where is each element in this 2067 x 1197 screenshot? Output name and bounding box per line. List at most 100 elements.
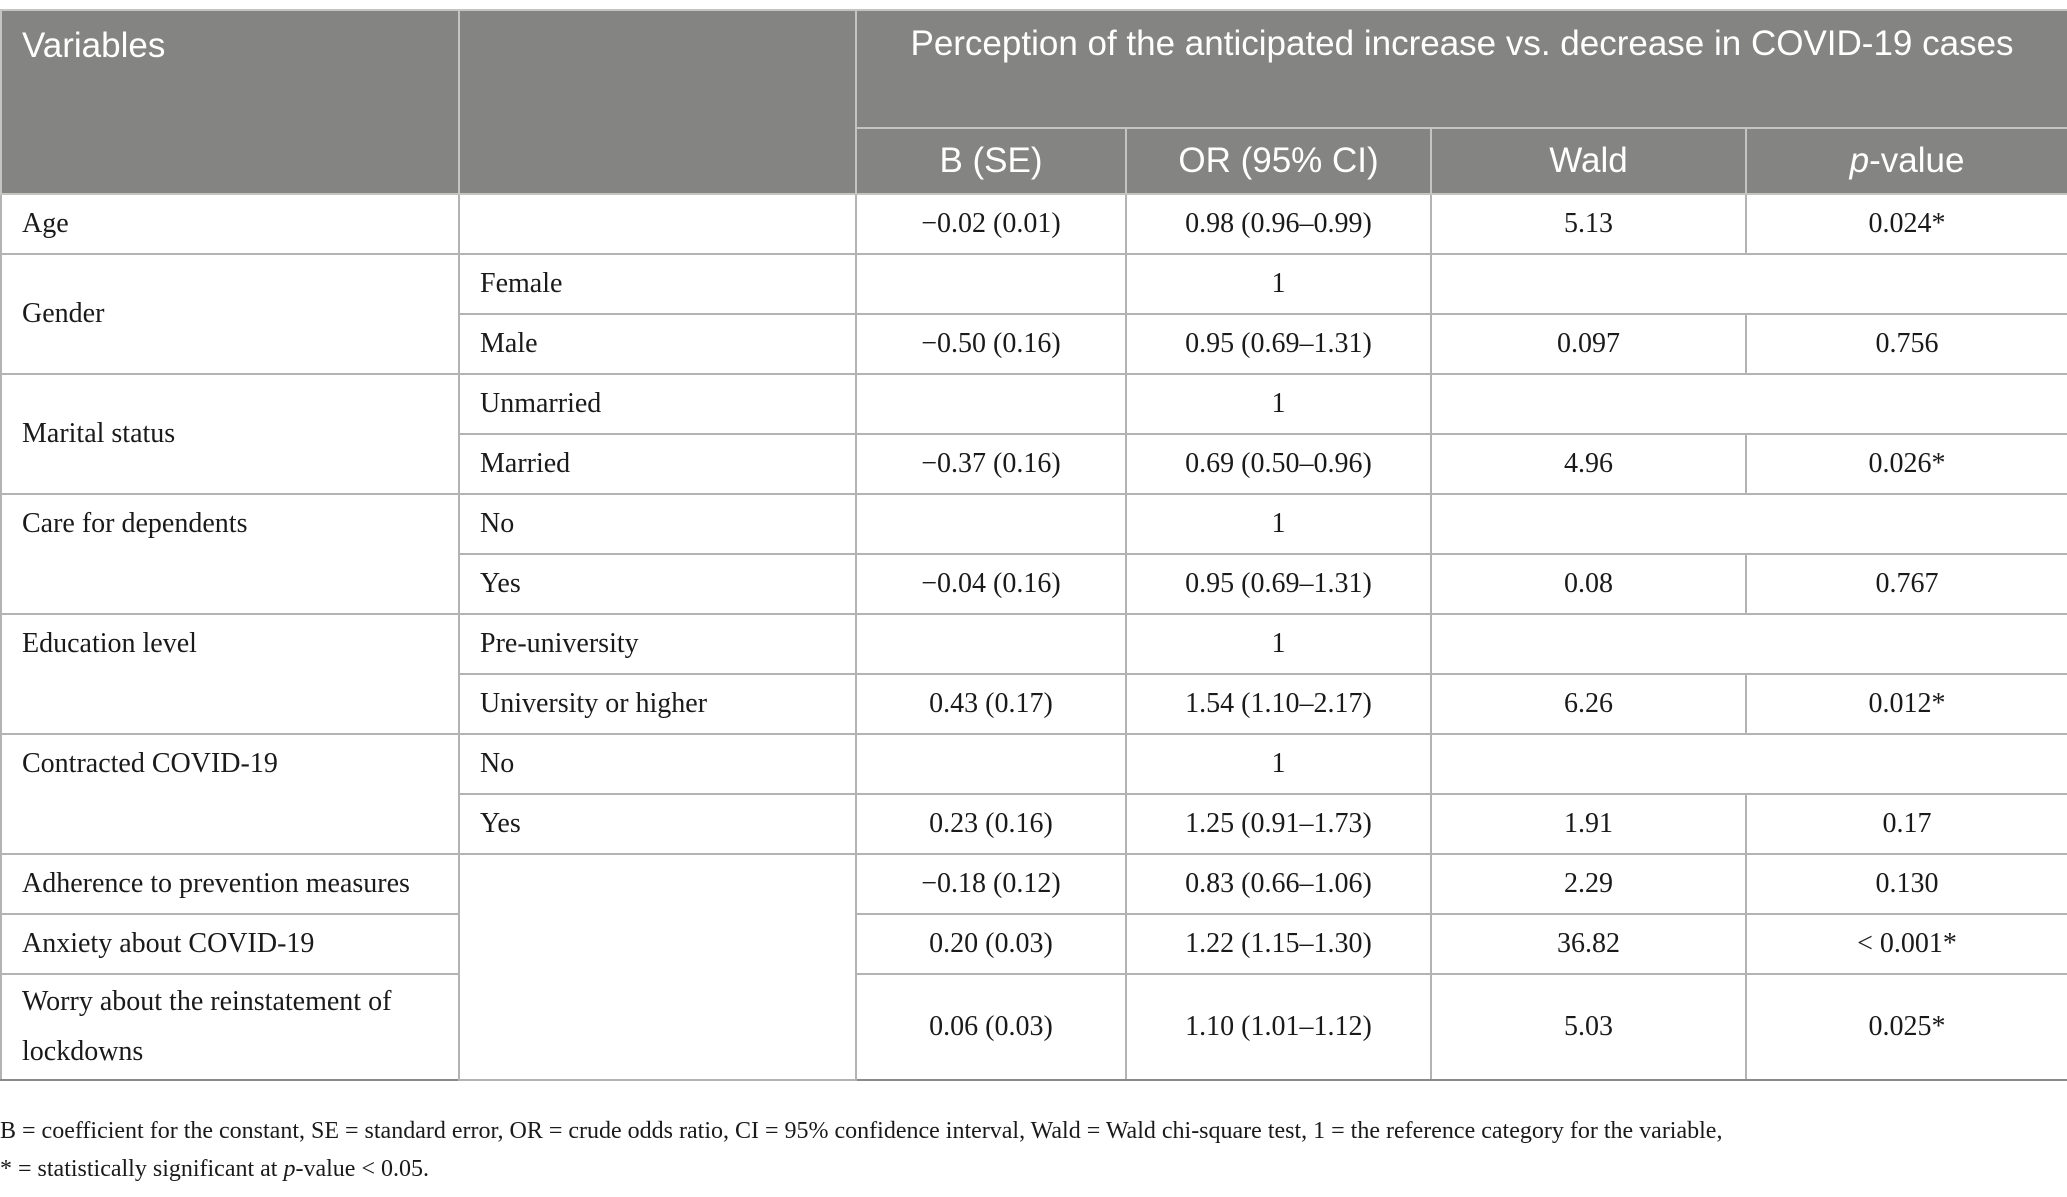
footnote-sig-pre: * = statistically significant at	[0, 1156, 284, 1182]
category-no: No	[458, 733, 857, 795]
table-row-education-university: University or higher 0.43 (0.17) 1.54 (1…	[1, 673, 2067, 735]
cell-wald: 0.097	[1430, 313, 1747, 375]
cell-or-ref: 1	[1125, 613, 1432, 675]
table-row-adherence: Adherence to prevention measures −0.18 (…	[0, 853, 2067, 1081]
footnote-abbreviations: B = coefficient for the constant, SE = s…	[0, 1118, 1723, 1144]
cell-wald: 4.96	[1430, 433, 1747, 495]
cell-b: −0.50 (0.16)	[855, 313, 1127, 375]
cell-wald: 1.91	[1430, 793, 1747, 855]
variable-worry-lockdowns: Worry about the reinstatement of lockdown…	[0, 973, 460, 1081]
cell-empty-span	[1429, 733, 2067, 795]
variable-contracted-covid: Contracted COVID-19	[0, 733, 460, 855]
cell-b-empty	[855, 613, 1127, 675]
cell-b: 0.06 (0.03)	[855, 973, 1127, 1081]
category-yes: Yes	[458, 553, 857, 615]
cell-b: 0.43 (0.17)	[855, 673, 1127, 735]
cell-p: 0.17	[1744, 793, 2067, 855]
table-row-education-ref: Education level Pre-university 1	[0, 613, 2067, 735]
category-married: Married	[458, 433, 857, 495]
variable-care-for-dependents: Care for dependents	[0, 493, 460, 615]
cell-wald: 5.13	[1430, 193, 1747, 255]
cell-b: −0.04 (0.16)	[855, 553, 1127, 615]
table-body: Age −0.02 (0.01) 0.98 (0.96–0.99) 5.13 0…	[0, 193, 2067, 1081]
cell-p: 0.024*	[1744, 193, 2067, 255]
cell-wald: 5.03	[1430, 973, 1747, 1081]
cell-empty-span	[1429, 613, 2067, 675]
variable-gender: Gender	[0, 253, 460, 375]
variable-education-level: Education level	[0, 613, 460, 735]
header-p-value: p-value	[1744, 127, 2067, 195]
cell-b: −0.02 (0.01)	[855, 193, 1127, 255]
variable-age: Age	[0, 193, 460, 255]
cell-or: 1.22 (1.15–1.30)	[1125, 913, 1432, 975]
table-row-care-ref: Care for dependents No 1	[0, 493, 2067, 615]
cell-or: 0.98 (0.96–0.99)	[1125, 193, 1432, 255]
category-empty-span	[458, 853, 857, 1081]
header-variables: Variables	[0, 9, 460, 195]
category-no: No	[458, 493, 857, 555]
cell-p: 0.767	[1744, 553, 2067, 615]
cell-p: 0.130	[1744, 853, 2067, 915]
cell-wald: 36.82	[1430, 913, 1747, 975]
header-wald: Wald	[1430, 127, 1747, 195]
table-row-care-yes: Yes −0.04 (0.16) 0.95 (0.69–1.31) 0.08 0…	[1, 553, 2067, 615]
table-row-anxiety: Anxiety about COVID-19 0.20 (0.03) 1.22 …	[0, 913, 2067, 975]
cell-wald: 0.08	[1430, 553, 1747, 615]
category-yes: Yes	[458, 793, 857, 855]
cell-b-empty	[855, 733, 1127, 795]
cell-empty-span	[1429, 253, 2067, 315]
cell-or-ref: 1	[1125, 373, 1432, 435]
table-row-contracted-ref: Contracted COVID-19 No 1	[0, 733, 2067, 855]
table-row-contracted-yes: Yes 0.23 (0.16) 1.25 (0.91–1.73) 1.91 0.…	[1, 793, 2067, 855]
variable-anxiety: Anxiety about COVID-19	[0, 913, 460, 975]
cell-b: 0.20 (0.03)	[855, 913, 1127, 975]
cell-p: < 0.001*	[1744, 913, 2067, 975]
logistic-regression-table: Variables Perception of the anticipated …	[0, 9, 2067, 1081]
category-unmarried: Unmarried	[458, 373, 857, 435]
cell-or: 0.95 (0.69–1.31)	[1125, 553, 1432, 615]
header-or-ci: OR (95% CI)	[1125, 127, 1432, 195]
table-row-gender-male: Male −0.50 (0.16) 0.95 (0.69–1.31) 0.097…	[1, 313, 2067, 375]
cell-b: −0.37 (0.16)	[855, 433, 1127, 495]
cell-p: 0.026*	[1744, 433, 2067, 495]
table-header: Variables Perception of the anticipated …	[0, 9, 2067, 195]
cell-or: 1.54 (1.10–2.17)	[1125, 673, 1432, 735]
cell-p: 0.756	[1744, 313, 2067, 375]
table-row-marital-married: Married −0.37 (0.16) 0.69 (0.50–0.96) 4.…	[1, 433, 2067, 495]
category-empty	[458, 193, 857, 255]
category-university-or-higher: University or higher	[458, 673, 857, 735]
cell-wald: 2.29	[1430, 853, 1747, 915]
cell-or: 0.69 (0.50–0.96)	[1125, 433, 1432, 495]
category-male: Male	[458, 313, 857, 375]
variable-adherence: Adherence to prevention measures	[0, 853, 460, 915]
cell-or: 1.25 (0.91–1.73)	[1125, 793, 1432, 855]
cell-wald: 6.26	[1430, 673, 1747, 735]
cell-empty-span	[1429, 373, 2067, 435]
table-footnotes: B = coefficient for the constant, SE = s…	[0, 1112, 2060, 1188]
header-group-perception: Perception of the anticipated increase v…	[854, 9, 2067, 129]
cell-b-empty	[855, 373, 1127, 435]
cell-b: −0.18 (0.12)	[855, 853, 1127, 915]
worry-label-line1: Worry about the reinstatement of	[22, 986, 392, 1017]
cell-b-empty	[855, 493, 1127, 555]
cell-p: 0.012*	[1744, 673, 2067, 735]
category-female: Female	[458, 253, 857, 315]
cell-b-empty	[855, 253, 1127, 315]
worry-label-line2: lockdowns	[22, 1036, 144, 1067]
cell-empty-span	[1429, 493, 2067, 555]
category-pre-university: Pre-university	[458, 613, 857, 675]
table-row-marital-ref: Marital status Unmarried 1	[0, 373, 2067, 495]
variable-marital-status: Marital status	[0, 373, 460, 495]
header-p-italic: p	[1849, 141, 1870, 180]
table-row-gender-ref: Gender Female 1	[0, 253, 2067, 375]
table-row-age: Age −0.02 (0.01) 0.98 (0.96–0.99) 5.13 0…	[0, 193, 2067, 255]
header-b-se: B (SE)	[855, 127, 1127, 195]
cell-or-ref: 1	[1125, 493, 1432, 555]
cell-or: 1.10 (1.01–1.12)	[1125, 973, 1432, 1081]
header-p-rest: -value	[1869, 141, 1965, 180]
cell-or: 0.95 (0.69–1.31)	[1125, 313, 1432, 375]
results-table-container: Variables Perception of the anticipated …	[0, 9, 2067, 1081]
footnote-sig-italic: p	[283, 1156, 296, 1182]
footnote-significance: * = statistically significant at p-value…	[0, 1150, 2060, 1188]
table-row-worry: Worry about the reinstatement of lockdown…	[0, 973, 2067, 1081]
